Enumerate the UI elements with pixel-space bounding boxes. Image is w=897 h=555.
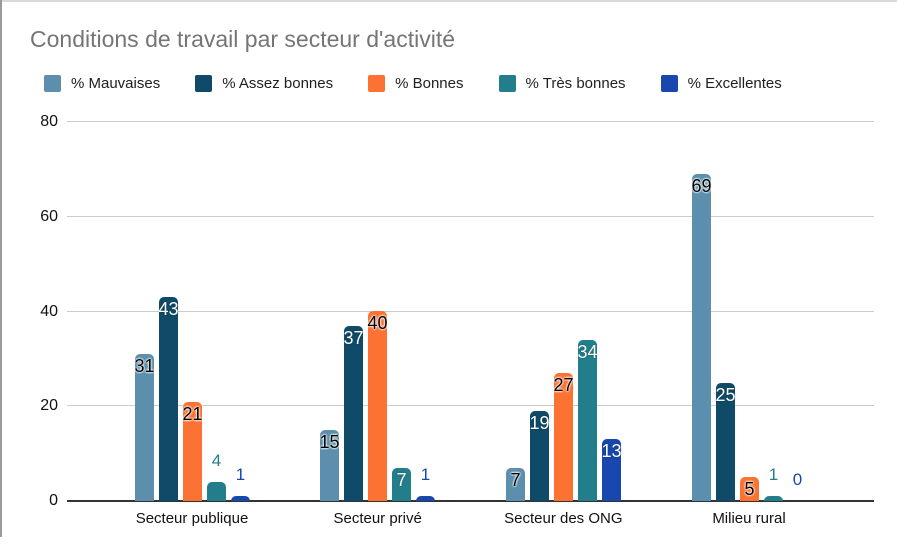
- bar-secteur-des-ong-3[interactable]: 27: [553, 373, 574, 501]
- chart-legend: % Mauvaises % Assez bonnes % Bonnes % Très …: [44, 75, 782, 92]
- legend-swatch: [195, 75, 213, 92]
- bar-secteur-publique-5[interactable]: [231, 496, 250, 501]
- legend-label: % Assez bonnes: [222, 75, 334, 92]
- bar-value-label: 69: [691, 176, 712, 196]
- bar-value-label: 25: [715, 385, 736, 405]
- bar-value-label: 7: [510, 470, 521, 490]
- legend-label: % Mauvaises: [71, 75, 161, 92]
- legend-item-1[interactable]: % Mauvaises: [44, 75, 160, 92]
- bar-value-label: 1: [768, 465, 779, 484]
- x-axis-label-3: Secteur des ONG: [504, 510, 623, 527]
- bar-value-label: 4: [211, 451, 222, 470]
- gridline-40: [67, 310, 874, 312]
- legend-item-2[interactable]: % Assez bonnes: [195, 75, 333, 92]
- y-axis-label-40: 40: [40, 302, 58, 320]
- gridline-60: [67, 215, 874, 217]
- legend-swatch: [368, 75, 386, 92]
- legend-swatch: [660, 75, 678, 92]
- legend-label: % Bonnes: [395, 75, 464, 92]
- bar-milieu-rural-1[interactable]: 69: [691, 174, 712, 501]
- bar-secteur-des-ong-1[interactable]: 7: [506, 468, 525, 501]
- bar-secteur-priv--3[interactable]: 40: [367, 311, 388, 501]
- bar-value-label: 19: [529, 413, 550, 433]
- legend-item-3[interactable]: % Bonnes: [368, 75, 464, 92]
- chart-title: Conditions de travail par secteur d'acti…: [30, 26, 455, 52]
- y-axis-label-20: 20: [40, 397, 58, 415]
- legend-item-5[interactable]: % Excellentes: [660, 75, 782, 92]
- bar-secteur-priv--5[interactable]: [416, 496, 435, 501]
- bar-secteur-publique-2[interactable]: 43: [158, 297, 179, 501]
- x-axis-baseline: [67, 500, 874, 502]
- plot-area: 31 43 21 4 1 15 37 40 7 1 7 19 27 34 13 69 25 5 1 0: [67, 0, 874, 502]
- bar-secteur-publique-3[interactable]: 21: [182, 402, 203, 501]
- bar-value-label: 21: [182, 404, 203, 424]
- legend-swatch: [498, 75, 516, 92]
- y-axis-label-80: 80: [40, 113, 58, 130]
- x-axis-label-2: Secteur privé: [333, 510, 422, 527]
- bar-secteur-des-ong-2[interactable]: 19: [529, 411, 550, 501]
- gridline-20: [67, 405, 874, 407]
- bar-value-label: 0: [792, 470, 803, 489]
- x-axis-label-1: Secteur publique: [135, 510, 249, 527]
- legend-swatch: [44, 75, 61, 92]
- bar-value-label: 13: [601, 441, 622, 461]
- bar-value-label: 37: [343, 328, 364, 348]
- bar-secteur-publique-1[interactable]: 31: [134, 354, 155, 501]
- bar-secteur-publique-4[interactable]: [207, 482, 226, 501]
- bar-value-label: 40: [367, 313, 388, 333]
- legend-label: % Excellentes: [687, 75, 782, 92]
- bar-value-label: 7: [396, 470, 407, 490]
- x-axis-label-4: Milieu rural: [712, 510, 786, 527]
- bar-secteur-des-ong-5[interactable]: 13: [601, 439, 622, 501]
- bar-secteur-priv--2[interactable]: 37: [343, 326, 364, 501]
- bar-secteur-priv--4[interactable]: 7: [392, 468, 411, 501]
- gridline-80: [67, 121, 874, 122]
- legend-label: % Très bonnes: [525, 75, 626, 92]
- bar-value-label: 34: [577, 342, 598, 362]
- bar-milieu-rural-3[interactable]: 5: [740, 477, 759, 501]
- y-axis-label-60: 60: [40, 207, 58, 225]
- bar-secteur-priv--1[interactable]: 15: [319, 430, 340, 501]
- bar-value-label: 31: [134, 356, 155, 376]
- y-axis-label-0: 0: [49, 492, 58, 509]
- bar-value-label: 43: [158, 299, 179, 319]
- bar-value-label: 1: [235, 465, 246, 484]
- bar-secteur-des-ong-4[interactable]: 34: [577, 340, 598, 501]
- legend-item-4[interactable]: % Très bonnes: [498, 75, 626, 92]
- bar-value-label: 15: [319, 432, 340, 452]
- bar-value-label: 5: [744, 479, 755, 499]
- bar-milieu-rural-4[interactable]: [764, 496, 783, 501]
- bar-value-label: 27: [553, 375, 574, 395]
- bar-value-label: 1: [420, 465, 431, 484]
- bar-milieu-rural-2[interactable]: 25: [715, 383, 736, 501]
